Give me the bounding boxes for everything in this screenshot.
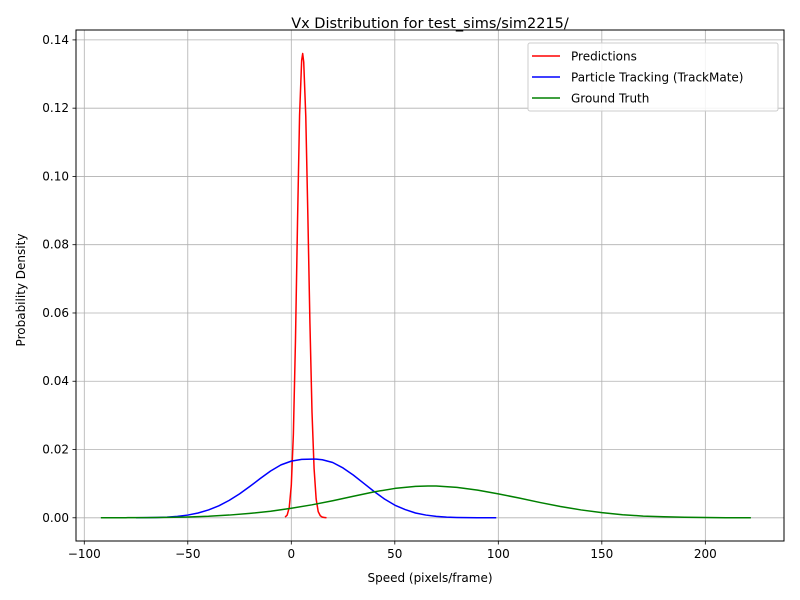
y-tick-label: 0.14 bbox=[42, 33, 69, 47]
y-tick-label: 0.00 bbox=[42, 511, 69, 525]
series-line-0 bbox=[284, 52, 327, 519]
legend-box bbox=[527, 42, 779, 112]
y-tick-label: 0.08 bbox=[42, 238, 69, 252]
plot-frame bbox=[75, 29, 785, 542]
legend: Predictions Particle Tracking (TrackMate)… bbox=[527, 42, 779, 112]
x-tick-label: 150 bbox=[590, 547, 613, 561]
y-tick-label: 0.02 bbox=[42, 443, 69, 457]
x-axis-label: Speed (pixels/frame) bbox=[367, 571, 492, 585]
series-line-1 bbox=[136, 458, 497, 519]
y-tick-label: 0.06 bbox=[42, 306, 69, 320]
x-tick-label: −50 bbox=[175, 547, 200, 561]
x-tick-label: 50 bbox=[387, 547, 402, 561]
x-tick-label: 200 bbox=[694, 547, 717, 561]
axis-ticks: −100 −50 0 50 100 150 200 0.00 0.02 0.04 0.06 0.08 0… bbox=[42, 33, 717, 561]
y-axis-label: Probability Density bbox=[14, 234, 28, 347]
y-tick-label: 0.10 bbox=[42, 169, 69, 183]
x-tick-label: −100 bbox=[68, 547, 101, 561]
series-lines bbox=[100, 52, 751, 519]
chart-title: Vx Distribution for test_sims/sim2215/ bbox=[291, 16, 569, 32]
legend-label: Predictions bbox=[571, 50, 637, 64]
x-tick-label: 0 bbox=[287, 547, 295, 561]
grid bbox=[76, 30, 784, 541]
legend-label: Particle Tracking (TrackMate) bbox=[571, 71, 743, 85]
y-tick-label: 0.04 bbox=[42, 374, 69, 388]
series-line-2 bbox=[100, 485, 751, 519]
x-tick-label: 100 bbox=[487, 547, 510, 561]
y-tick-label: 0.12 bbox=[42, 101, 69, 115]
legend-label: Ground Truth bbox=[571, 92, 649, 106]
